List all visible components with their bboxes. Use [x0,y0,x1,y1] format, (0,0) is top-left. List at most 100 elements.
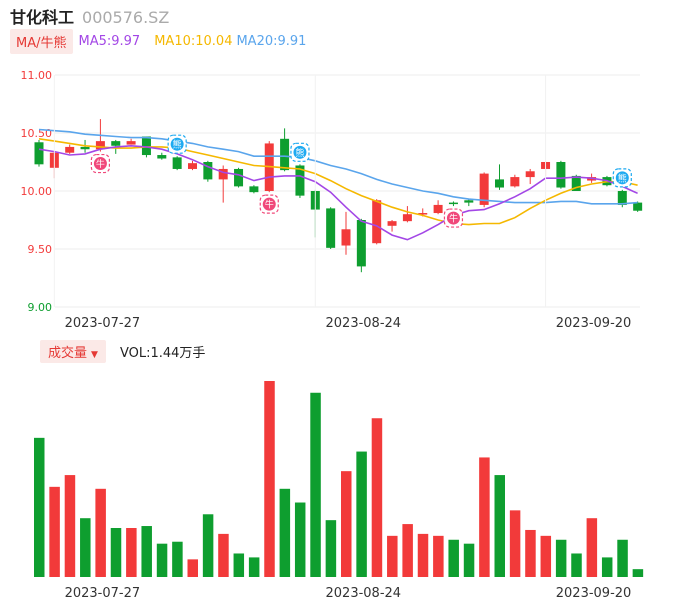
volume-bar [264,381,275,577]
stock-code: 000576.SZ [82,8,170,27]
bear-marker-icon [615,171,629,185]
volume-toggle-button[interactable]: 成交量 ▼ [40,339,106,363]
candle-body [172,157,182,169]
y-tick-label: 9.00 [28,301,53,314]
candle-body [234,168,244,187]
marker-label: 熊 [618,172,627,184]
bear-marker-icon [293,145,307,159]
marker-label: 熊 [173,139,182,151]
ma20-line [38,128,638,205]
volume-bar [126,528,137,577]
candle-body [433,204,443,214]
candle-body [95,141,105,150]
candle-body [479,173,489,205]
candle-body [464,200,474,203]
candle-body [372,200,382,244]
candle-body [34,142,44,165]
ma5-line [38,144,638,241]
candle-body [65,146,75,153]
volume-bar [525,529,536,577]
volume-bar [448,539,459,577]
candle-body [188,163,197,169]
volume-bar [218,533,229,577]
marker-label: 牛 [265,199,274,211]
candle-body [495,179,504,188]
dropdown-arrow-icon: ▼ [91,349,98,360]
volume-bar [586,518,598,577]
candle-body [203,162,213,180]
candle-body [418,213,428,215]
volume-bar [555,539,567,577]
candle-body [571,175,581,191]
candle-body [402,214,412,222]
volume-bar [279,488,291,577]
candle-body [295,165,305,196]
candle-body [356,220,366,267]
candle-body [249,186,259,193]
volume-bar [571,553,582,577]
volume-bar [632,569,644,577]
x-tick-label: 2023-09-20 [556,316,632,331]
volume-bar [141,526,152,577]
volume-bar [325,520,337,577]
stock-header: 甘化科工 000576.SZ [10,4,170,27]
volume-bar [202,514,214,577]
candle-body [80,146,90,150]
stock-name: 甘化科工 [10,8,75,27]
candle-body [556,162,566,188]
volume-bar [479,457,490,577]
volume-legend-bar: 成交量 ▼ VOL:1.44万手 [40,339,206,363]
candle-body [341,229,351,246]
marker-label: 熊 [295,147,304,159]
y-tick-label: 11.00 [21,69,53,82]
candle-body [157,155,167,159]
x-tick-label: 2023-08-24 [326,586,402,601]
candle-body [326,208,336,248]
volume-bar [433,535,444,577]
marker-label: 牛 [449,213,458,225]
x-tick-label: 2023-07-27 [65,316,141,331]
volume-bar [494,475,505,577]
volume-bar [463,543,475,577]
ma-toggle-button[interactable]: MA/牛熊 [10,28,73,54]
y-tick-label: 9.50 [28,243,53,256]
volume-bar [95,488,106,577]
volume-bar [248,557,260,577]
volume-bar [617,539,628,577]
volume-bar [187,559,198,577]
volume-bar [387,535,398,577]
volume-bar [172,541,183,577]
candle-body [387,221,397,226]
candle-body [126,141,136,145]
ma5-legend: MA5:9.97 [78,33,141,49]
ma10-legend: MA10:10.04 [154,33,233,49]
candle-body [218,168,228,180]
volume-bar [233,553,245,577]
marker-label: 牛 [96,158,105,170]
candle-body [280,138,290,171]
volume-bar [509,510,521,577]
volume-bar [110,528,122,577]
volume-bar [341,471,352,577]
x-tick-label: 2023-07-27 [65,586,141,601]
ma10-line [38,138,638,226]
volume-bar [64,475,76,577]
candle-body [617,191,627,205]
volume-bar [49,486,60,577]
volume-bar [417,533,429,577]
volume-bar [601,557,613,577]
candle-body [525,171,535,178]
bull-marker-icon [93,157,107,171]
volume-bar [356,451,367,577]
volume-bar [34,437,45,577]
volume-value: VOL:1.44万手 [119,345,206,361]
volume-bar [540,535,552,577]
volume-bar [402,524,413,577]
bull-marker-icon [262,197,276,211]
y-tick-label: 10.00 [21,185,53,198]
x-tick-label: 2023-08-24 [326,316,402,331]
y-tick-label: 10.50 [21,127,53,140]
ma-legend-bar: MA/牛熊 MA5:9.97 MA10:10.04 MA20:9.91 [10,28,306,54]
bear-marker-icon [170,137,184,151]
